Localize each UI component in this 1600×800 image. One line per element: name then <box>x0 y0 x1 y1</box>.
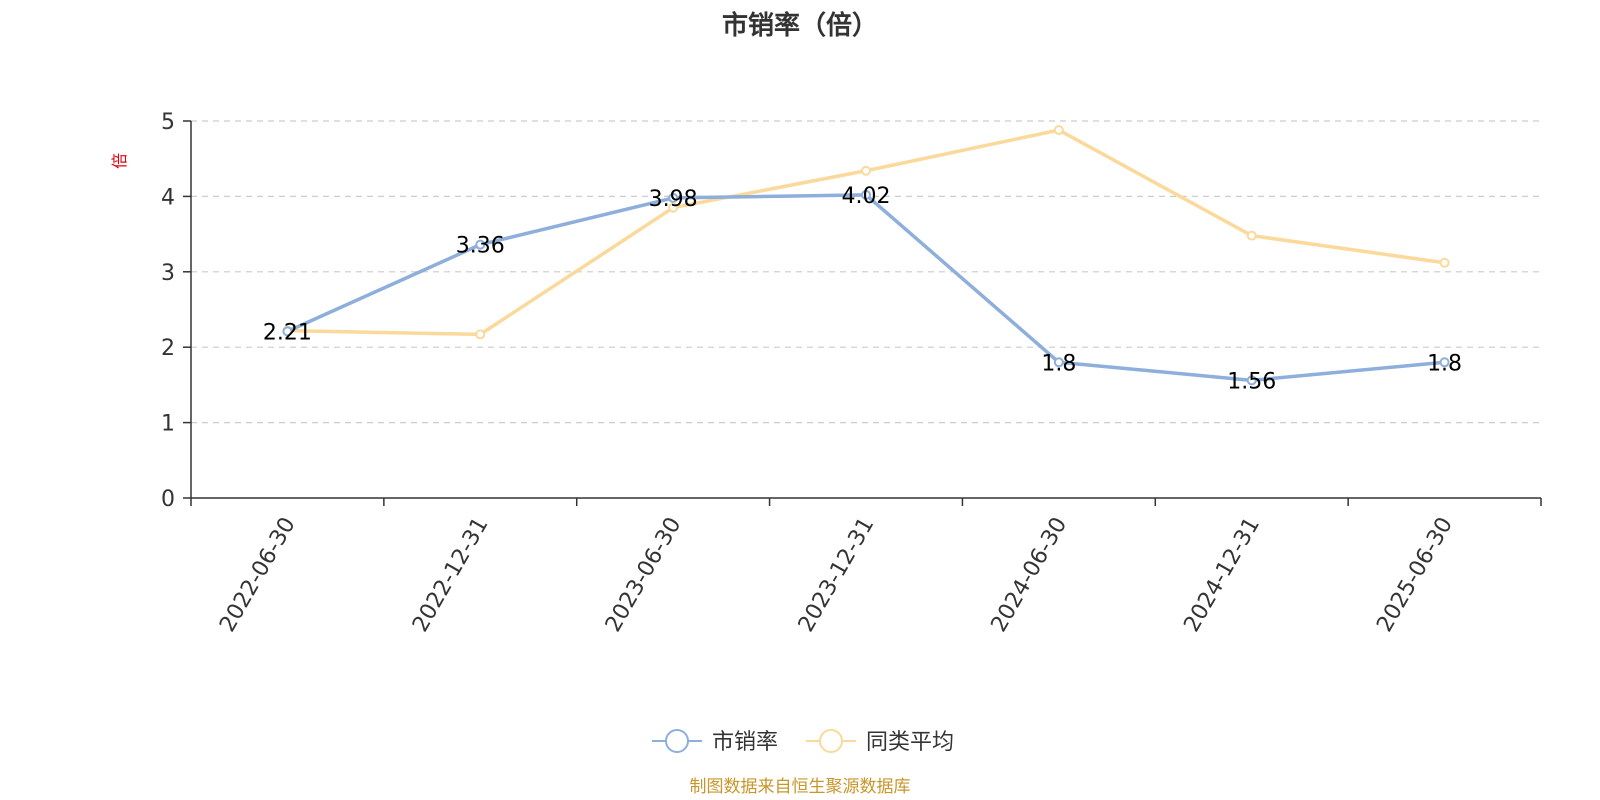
legend-label: 市销率 <box>712 730 778 755</box>
data-label: 2.21 <box>263 320 312 345</box>
legend-label: 同类平均 <box>866 730 954 755</box>
x-tick-label: 2022-06-30 <box>215 513 301 636</box>
data-label: 1.8 <box>1427 351 1462 376</box>
data-label: 4.02 <box>842 184 891 209</box>
data-point <box>1439 257 1450 268</box>
data-point <box>1246 375 1257 386</box>
y-tick-label: 1 <box>161 412 175 437</box>
source-note: 制图数据来自恒生聚源数据库 <box>690 777 911 797</box>
data-point <box>1053 125 1064 136</box>
legend-item-1[interactable]: 同类平均 <box>806 729 954 755</box>
legend[interactable]: 市销率 同类平均 <box>652 729 954 755</box>
data-label: 1.8 <box>1041 351 1076 376</box>
data-label: 3.98 <box>649 187 698 212</box>
y-tick-label: 5 <box>161 110 175 135</box>
data-point <box>668 202 679 213</box>
legend-marker-icon <box>819 729 843 753</box>
data-point <box>282 326 293 337</box>
y-tick-label: 0 <box>161 487 175 512</box>
chart-title: 市销率（倍） <box>722 10 878 41</box>
series-line-1 <box>287 128 1445 337</box>
data-label: 1.56 <box>1227 369 1276 394</box>
y-axis-unit: 倍 <box>110 153 129 169</box>
data-point <box>1439 357 1450 368</box>
y-tick-label: 4 <box>161 185 175 210</box>
x-tick-label: 2023-06-30 <box>601 513 687 636</box>
data-point <box>475 239 486 250</box>
data-point <box>1053 357 1064 368</box>
x-tick-label: 2024-06-30 <box>987 513 1073 636</box>
x-tick-label: 2024-12-31 <box>1179 513 1265 636</box>
data-label: 3.36 <box>456 234 505 259</box>
legend-marker-icon <box>665 729 689 753</box>
data-point <box>1246 230 1257 241</box>
data-point <box>668 192 679 203</box>
data-labels: 2.21 3.36 3.98 4.02 1.8 1.56 1.8 <box>263 184 1462 394</box>
y-tick-label: 3 <box>161 261 175 286</box>
y-tick-label: 2 <box>161 336 175 361</box>
data-point <box>861 165 871 176</box>
legend-item-0[interactable]: 市销率 <box>652 729 778 755</box>
x-tick-label: 2022-12-31 <box>408 513 494 636</box>
series-lines <box>282 125 1450 386</box>
x-tick-label: 2023-12-31 <box>794 513 880 636</box>
data-point <box>861 189 871 200</box>
x-tick-label: 2025-06-30 <box>1372 513 1458 636</box>
data-point <box>475 329 486 340</box>
series-line-0 <box>286 193 1445 383</box>
